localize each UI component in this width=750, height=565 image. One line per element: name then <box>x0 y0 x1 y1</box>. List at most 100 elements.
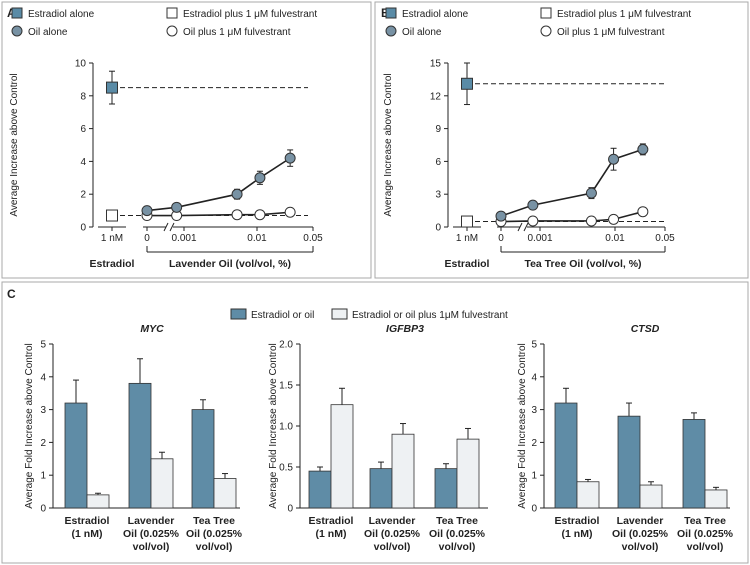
category-label: Lavender <box>617 515 664 527</box>
bar-estradiol-or-oil <box>369 468 393 509</box>
bar-fulvestrant <box>86 494 110 509</box>
data-point-oil-fulvestrant <box>637 206 649 218</box>
category-label: vol/vol) <box>133 541 170 553</box>
category-label: (1 nM) <box>316 528 347 540</box>
x-axis-label: Lavender Oil (vol/vol, %) <box>169 258 291 270</box>
panel-a-border <box>1 1 372 279</box>
y-tick-label: 10 <box>75 59 87 70</box>
category-label: Tea Tree <box>436 515 478 527</box>
data-point-oil <box>231 188 243 200</box>
y-tick-label: 2 <box>40 438 46 449</box>
y-tick-label: 2 <box>80 190 86 201</box>
bar-fulvestrant <box>639 484 663 509</box>
data-point-oil <box>254 172 266 184</box>
category-label: Estradiol <box>309 515 354 527</box>
y-tick-label: 6 <box>435 157 441 168</box>
legend-label: Estradiol plus 1 μM fulvestrant <box>557 9 691 20</box>
x-tick-label: 0.01 <box>247 233 267 244</box>
category-label: vol/vol) <box>687 541 724 553</box>
legend-marker-estradiol <box>11 7 23 19</box>
bar-fulvestrant <box>704 489 728 509</box>
legend-marker-oil-fulvestrant <box>540 25 552 37</box>
bar-estradiol-or-oil <box>682 419 706 509</box>
axis-break <box>169 222 175 232</box>
category-label: vol/vol) <box>439 541 476 553</box>
legend-swatch-fulvestrant <box>331 308 348 320</box>
series-line-oil <box>500 148 644 217</box>
y-tick-label: 12 <box>430 91 442 102</box>
data-point-oil-fulvestrant <box>585 215 597 227</box>
legend-label: Estradiol or oil <box>251 310 314 321</box>
category-label: Oil (0.025% <box>677 528 734 540</box>
panel-c: C Estradiol or oil Estradiol or oil plus 1… <box>7 287 734 553</box>
bar-chart-myc: MYC 0 1 2 3 4 5 Average Fold Increase above Con… <box>24 323 243 553</box>
x-tick-label: 0.05 <box>303 233 323 244</box>
legend-label: Oil plus 1 μM fulvestrant <box>183 27 291 38</box>
y-tick-label: 9 <box>435 124 441 135</box>
y-tick-label: 5 <box>531 340 537 351</box>
y-tick-label: 2.0 <box>279 340 293 351</box>
y-tick-label: 3 <box>40 405 46 416</box>
data-point-oil <box>608 153 620 165</box>
data-point-estradiol <box>461 77 473 90</box>
bar-fulvestrant <box>456 438 480 509</box>
category-label: Estradiol <box>65 515 110 527</box>
category-label: Oil (0.025% <box>429 528 486 540</box>
y-tick-label: 4 <box>40 372 46 383</box>
y-tick-label: 0 <box>287 504 293 515</box>
panel-b-border <box>374 1 749 279</box>
bar-estradiol-or-oil <box>434 468 458 509</box>
category-label: (1 nM) <box>72 528 103 540</box>
bar-fulvestrant <box>576 481 600 509</box>
x-tick-label: 0.001 <box>171 233 196 244</box>
y-tick-label: 0 <box>435 223 441 234</box>
legend-swatch-estradiol-or-oil <box>230 308 247 320</box>
x-tick-label: 0 <box>144 233 150 244</box>
y-tick-label: 3 <box>531 405 537 416</box>
bar-estradiol-or-oil <box>64 402 88 509</box>
data-point-oil <box>171 201 183 213</box>
x-tick-label: 0.001 <box>527 233 552 244</box>
series-line-oil <box>146 157 291 212</box>
legend-marker-oil <box>385 25 397 37</box>
data-point-oil-fulvestrant <box>254 209 266 221</box>
panel-letter: C <box>7 287 16 301</box>
y-axis-label: Average Fold Increase above Control <box>268 343 279 508</box>
data-point-oil <box>495 210 507 222</box>
data-point-estradiol-fulvestrant <box>106 209 118 222</box>
bar-fulvestrant <box>213 478 237 509</box>
category-label: Oil (0.025% <box>186 528 243 540</box>
category-label: Tea Tree <box>684 515 726 527</box>
data-point-oil-fulvestrant <box>231 209 243 221</box>
chart-title: CTSD <box>631 323 660 335</box>
y-tick-label: 2 <box>531 438 537 449</box>
y-tick-label: 0.5 <box>279 463 293 474</box>
y-tick-label: 1 <box>40 471 46 482</box>
estradiol-axis-label: Estradiol <box>90 258 135 270</box>
y-tick-label: 4 <box>531 372 537 383</box>
x-tick-label: 0.05 <box>655 233 675 244</box>
panel-b: B Estradiol alone Estradiol plus 1 μM fulv… <box>381 6 691 270</box>
data-point-estradiol <box>106 81 118 94</box>
y-tick-label: 1 <box>531 471 537 482</box>
category-label: vol/vol) <box>196 541 233 553</box>
y-axis-label: Average Fold Increase above Control <box>24 343 35 508</box>
bar-estradiol-or-oil <box>191 409 215 509</box>
category-label: Oil (0.025% <box>612 528 669 540</box>
x-tick-label: 1 nM <box>101 233 123 244</box>
legend-marker-estradiol-fulvestrant <box>166 7 178 19</box>
x-tick-label: 0 <box>498 233 504 244</box>
y-tick-label: 4 <box>80 157 86 168</box>
x-tick-label: 0.01 <box>605 233 625 244</box>
data-point-oil <box>637 143 649 155</box>
legend-marker-oil-fulvestrant <box>166 25 178 37</box>
x-axis-label: Tea Tree Oil (vol/vol, %) <box>524 258 641 270</box>
y-tick-label: 1.5 <box>279 381 293 392</box>
data-point-oil <box>141 205 153 217</box>
panel-a: A Estradiol alone Estradiol plus 1 μM fulv… <box>7 6 323 270</box>
legend-label: Oil plus 1 μM fulvestrant <box>557 27 665 38</box>
y-tick-label: 1.0 <box>279 422 293 433</box>
data-point-oil-fulvestrant <box>284 206 296 218</box>
